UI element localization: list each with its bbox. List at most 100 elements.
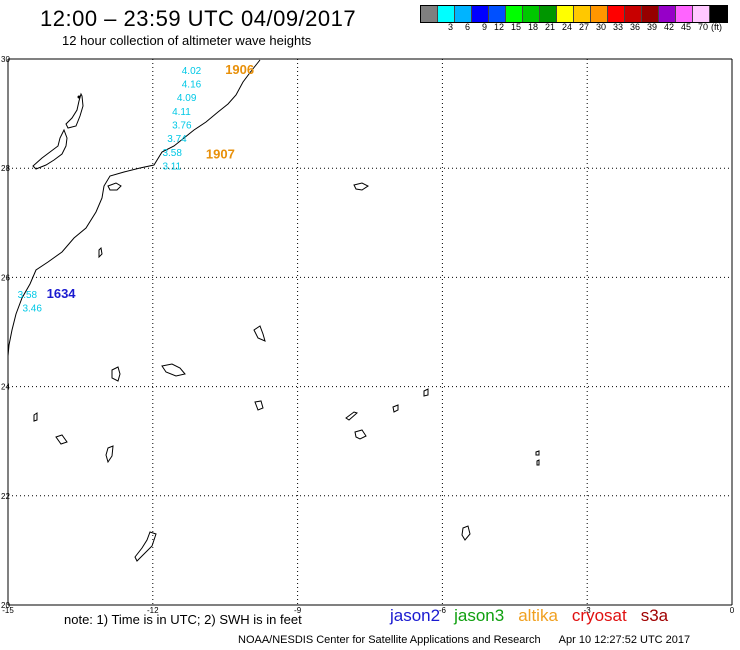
track-number-label: 1906 [225,62,254,77]
color-scale-label: 24 [561,22,572,32]
island-j [345,411,358,421]
color-swatch [421,6,438,22]
credit-text: NOAA/NESDIS Center for Satellite Applica… [238,634,541,646]
latitude-tick-label: 26 [1,273,10,282]
latitude-tick-label: 28 [1,164,10,173]
track-number-label: 1907 [206,147,235,162]
island-s [77,95,81,99]
wave-height-label: 3.76 [172,121,192,132]
wave-height-values: 4.02 4.16 4.09 4.11 3.76 3.74 3.58 3.11 3.58 3.46 [18,66,202,315]
island-f [161,363,186,377]
island-o [535,450,540,456]
island-m [55,434,68,445]
latitude-tick-label: 24 [1,383,10,392]
color-scale-label: 42 [663,22,674,32]
african-coastline [7,59,261,357]
color-swatch [472,6,489,22]
generated-timestamp: Apr 10 12:27:52 UTC 2017 [558,634,691,646]
island-p [536,459,540,466]
island-d [253,325,266,342]
color-scale-label: 36 [629,22,640,32]
color-scale-bar [420,5,728,23]
credit-line: NOAA/NESDIS Center for Satellite Applica… [238,634,690,646]
color-swatch [523,6,540,22]
color-swatch [642,6,659,22]
satellite-name-jason3: jason3 [454,606,505,625]
satellite-name-jason2: jason2 [390,606,441,625]
satellite-legend: jason2 jason3 altika cryosat s3a [390,606,682,626]
wave-height-label: 3.11 [162,161,181,172]
wave-height-label: 4.02 [182,66,202,77]
color-swatch [693,6,710,22]
satellite-name-altika: altika [518,606,558,625]
coastline [7,59,540,562]
color-scale-unit: (ft) [711,22,722,32]
island-i [392,404,399,413]
color-scale-label: 39 [646,22,657,32]
wave-height-label: 4.09 [177,93,197,104]
color-scale-label: 70 [697,22,708,32]
color-scale-label: 15 [510,22,521,32]
color-swatch [489,6,506,22]
color-swatch [676,6,693,22]
color-swatch [625,6,642,22]
color-scale-label: 45 [680,22,691,32]
island-l [33,412,38,422]
longitude-tick-label: -15 [2,606,14,615]
island-b [353,182,369,191]
color-swatch [540,6,557,22]
color-scale-label: 30 [595,22,606,32]
color-swatch [659,6,676,22]
color-scale-label: 21 [544,22,555,32]
wave-height-label: 3.74 [167,134,187,145]
island-h [423,388,429,397]
island-q [461,525,471,541]
island-r [134,531,157,562]
color-swatch [591,6,608,22]
latitude-tick-label: 30 [1,55,10,64]
color-scale-label: 9 [481,22,487,32]
wave-height-label: 3.58 [162,148,182,159]
longitude-tick-label: -3 [584,606,592,615]
longitude-tick-label: -9 [294,606,302,615]
island-lanzarote [65,92,84,129]
island-n [105,445,114,464]
color-scale-label: 6 [464,22,470,32]
latitude-tick-label: 22 [1,492,10,501]
satellite-track-labels: 1906 1907 1634 [47,62,255,301]
color-scale-label: 33 [612,22,623,32]
note-text: note: 1) Time is in UTC; 2) SWH is in fe… [64,612,302,627]
island-c [98,246,103,259]
color-scale-label: 12 [493,22,504,32]
color-swatch [574,6,591,22]
map-grid [7,58,733,606]
island-fuerteventura [32,128,68,170]
color-swatch [455,6,472,22]
color-scale-label: 3 [447,22,453,32]
wave-height-label: 3.58 [18,290,38,301]
island-e [111,366,121,382]
color-swatch [710,6,727,22]
page-subtitle: 12 hour collection of altimeter wave hei… [62,33,312,48]
color-swatch [506,6,523,22]
longitude-tick-label: 0 [730,606,735,615]
color-swatch [438,6,455,22]
satellite-name-s3a: s3a [640,606,669,625]
color-swatch [608,6,625,22]
island-k [354,429,367,440]
wave-height-label: 3.46 [22,303,42,314]
island-a [107,182,122,191]
longitude-tick-label: -6 [439,606,447,615]
page-title: 12:00 – 23:59 UTC 04/09/2017 [40,6,357,31]
satellite-name-cryosat: cryosat [571,606,627,625]
longitude-tick-label: -12 [147,606,159,615]
track-number-label: 1634 [47,286,77,301]
wave-height-label: 4.11 [172,107,191,118]
color-swatch [557,6,574,22]
island-g [254,400,264,411]
color-scale-labels: 3 6 9 12 15 18 21 24 27 30 33 36 39 42 45 70 (ft) [420,22,723,32]
latitude-tick-label: 20 [1,601,10,610]
axis-tick-labels: -15 -12 -9 -6 -3 0 30 28 26 24 22 20 [1,55,735,615]
color-scale-label: 18 [527,22,538,32]
